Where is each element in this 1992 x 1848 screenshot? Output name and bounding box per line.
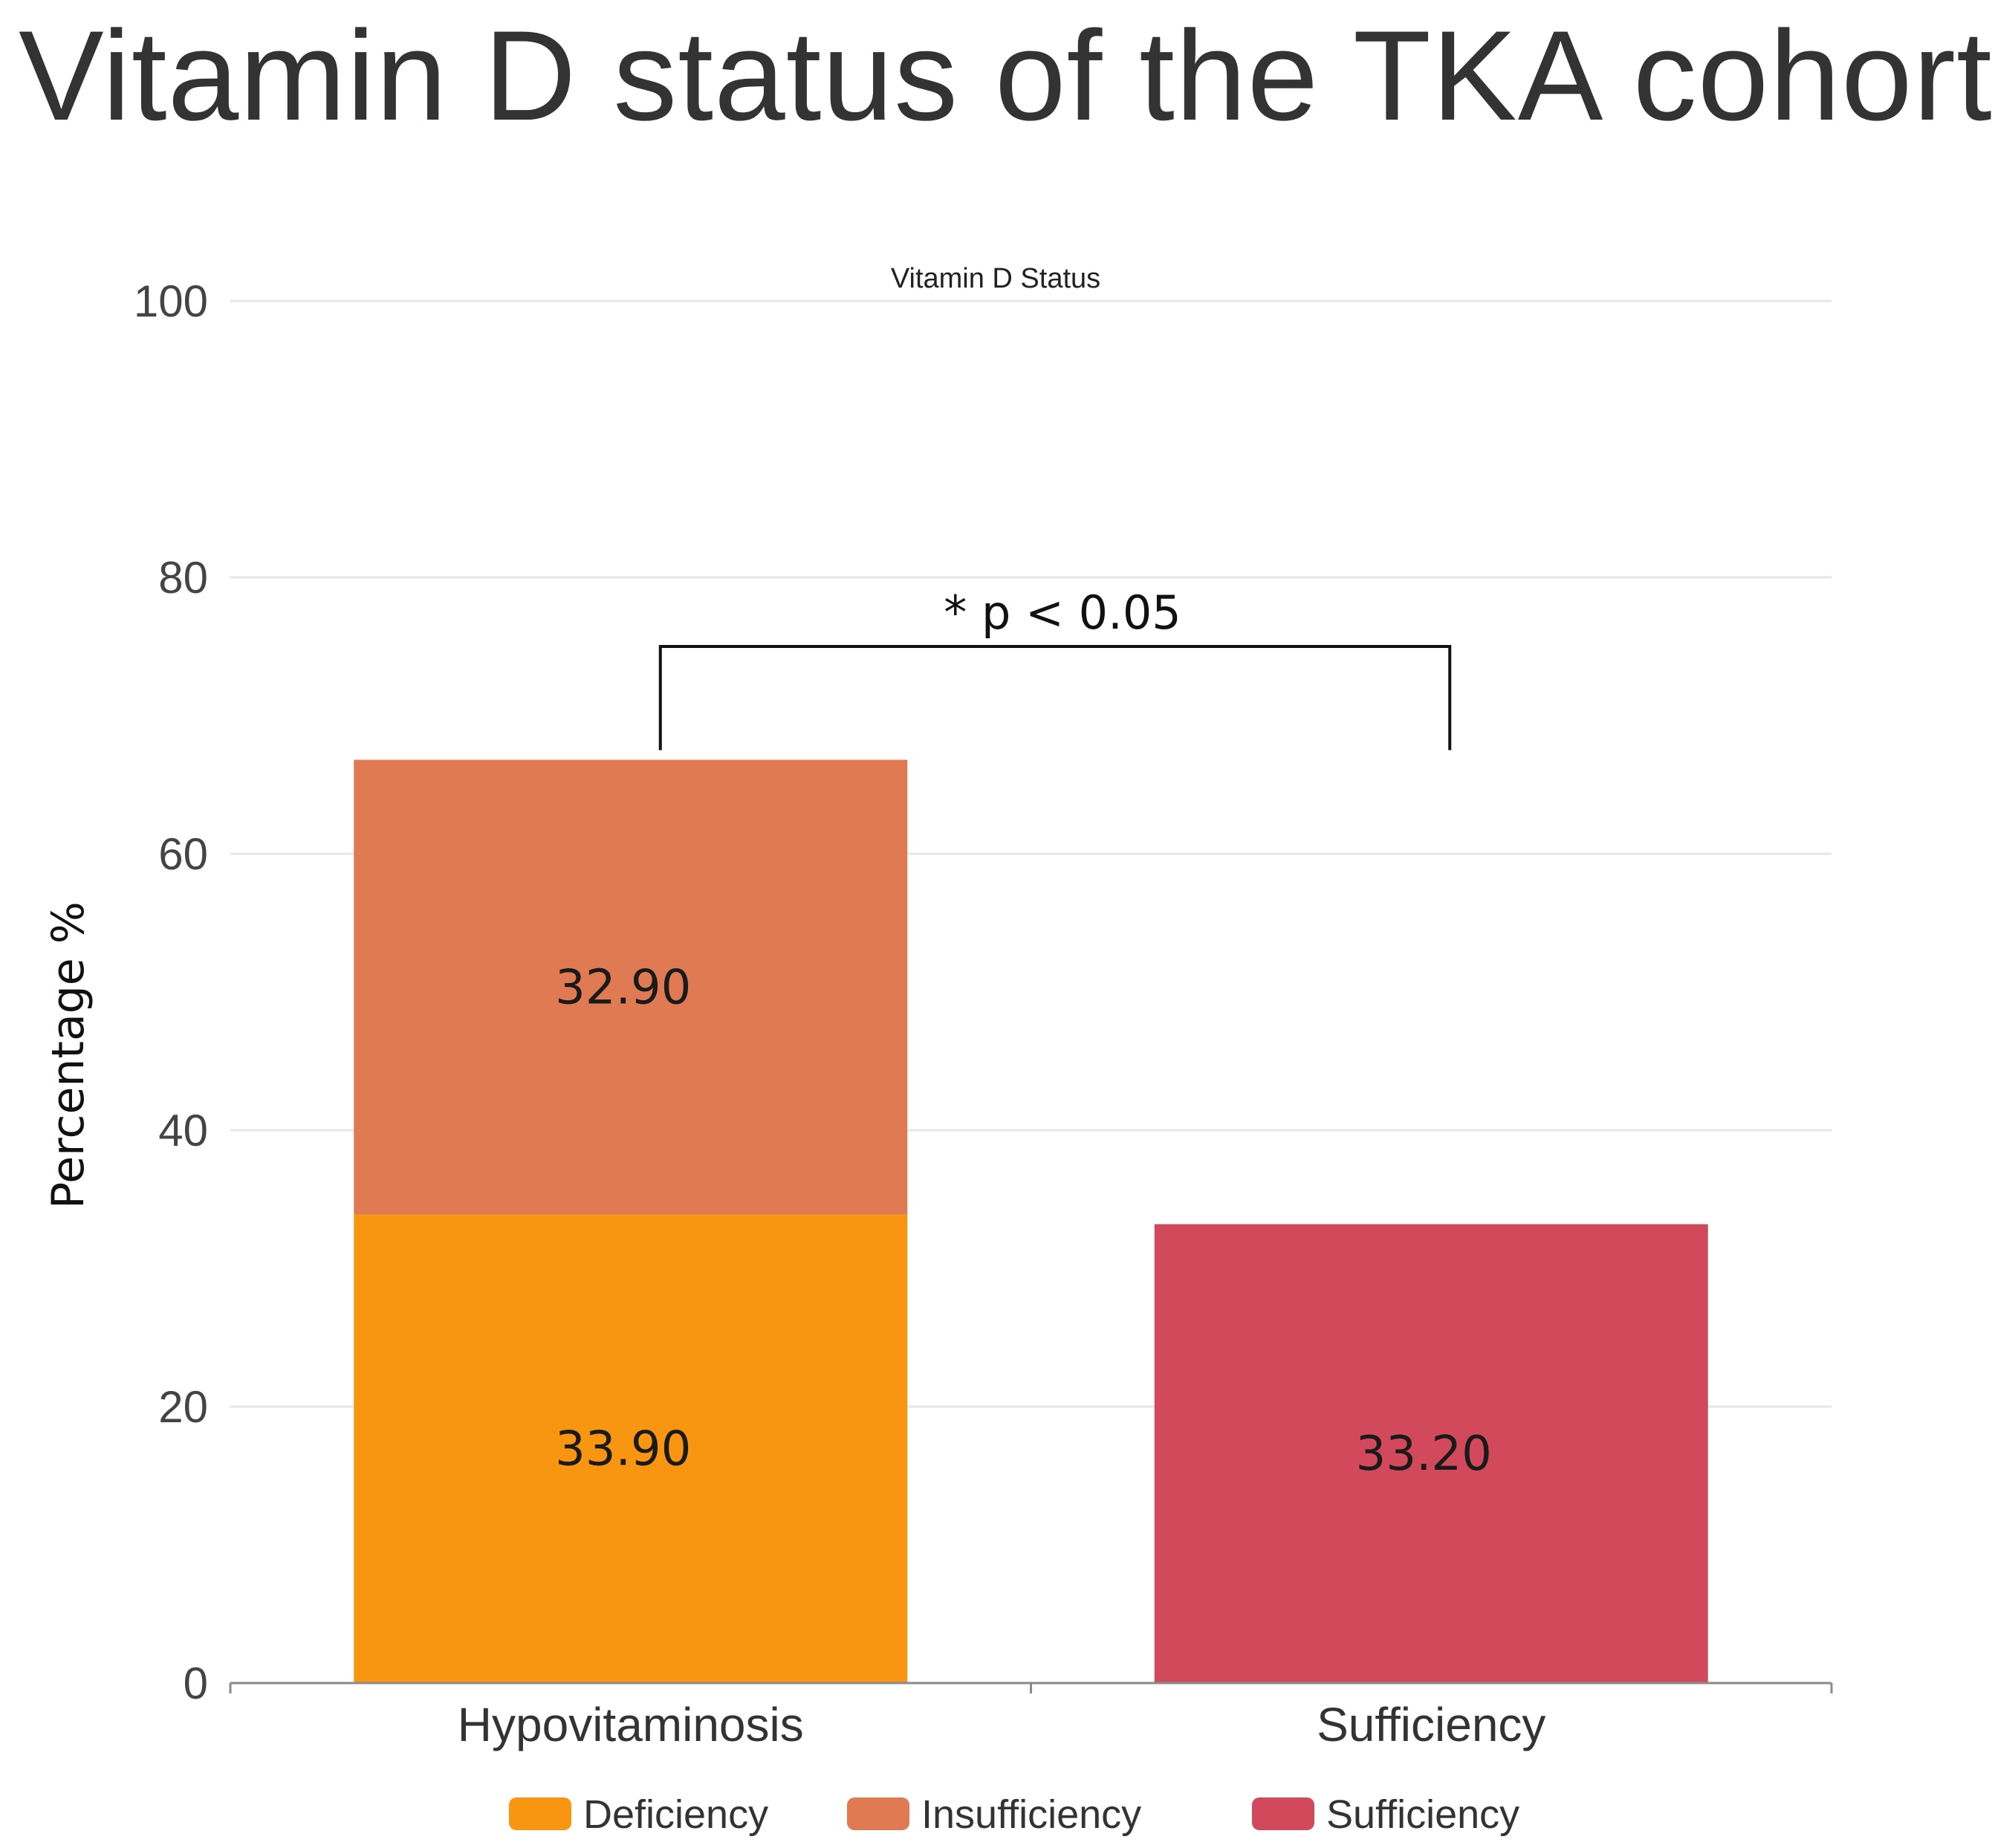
data-label: 33.20 <box>1356 1427 1492 1482</box>
chart-subtitle: Vitamin D Status <box>891 263 1100 294</box>
significance-bracket <box>658 645 1452 750</box>
legend-label-sufficiency: Sufficiency <box>1326 1792 1519 1837</box>
y-axis-title: Percentage % <box>42 901 94 1209</box>
y-tick-label: 40 <box>158 1106 208 1155</box>
legend: Deficiency Insufficiency Sufficiency <box>509 1792 1519 1837</box>
x-category-label: Sufficiency <box>1317 1698 1545 1751</box>
x-category-label: Hypovitaminosis <box>458 1698 804 1751</box>
page-title: Vitamin D status of the TKA cohort <box>19 4 1992 147</box>
bar-hypovitaminosis-deficiency <box>354 1214 908 1683</box>
data-label: 33.90 <box>555 1422 691 1477</box>
y-tick-label: 20 <box>158 1382 208 1432</box>
y-tick-label: 60 <box>158 829 208 879</box>
legend-swatch-deficiency <box>509 1797 571 1830</box>
y-tick-label: 80 <box>158 553 208 603</box>
axes: 0 20 40 60 80 100 Hypovitaminosis Sufficiency Pe… <box>42 276 1833 1751</box>
bar-hypovitaminosis-insufficiency <box>354 759 908 1215</box>
bars: 33.90 32.90 33.20 <box>354 759 1708 1683</box>
legend-swatch-insufficiency <box>847 1797 909 1830</box>
significance-label: * p < 0.05 <box>944 586 1181 640</box>
y-tick-label: 0 <box>184 1659 208 1708</box>
legend-swatch-sufficiency <box>1252 1797 1314 1830</box>
significance-annotation: * p < 0.05 <box>658 586 1452 750</box>
legend-label-insufficiency: Insufficiency <box>921 1792 1141 1837</box>
legend-label-deficiency: Deficiency <box>583 1792 768 1837</box>
data-label: 32.90 <box>555 960 691 1015</box>
bar-sufficiency-sufficiency <box>1154 1224 1708 1683</box>
y-tick-label: 100 <box>134 276 208 326</box>
